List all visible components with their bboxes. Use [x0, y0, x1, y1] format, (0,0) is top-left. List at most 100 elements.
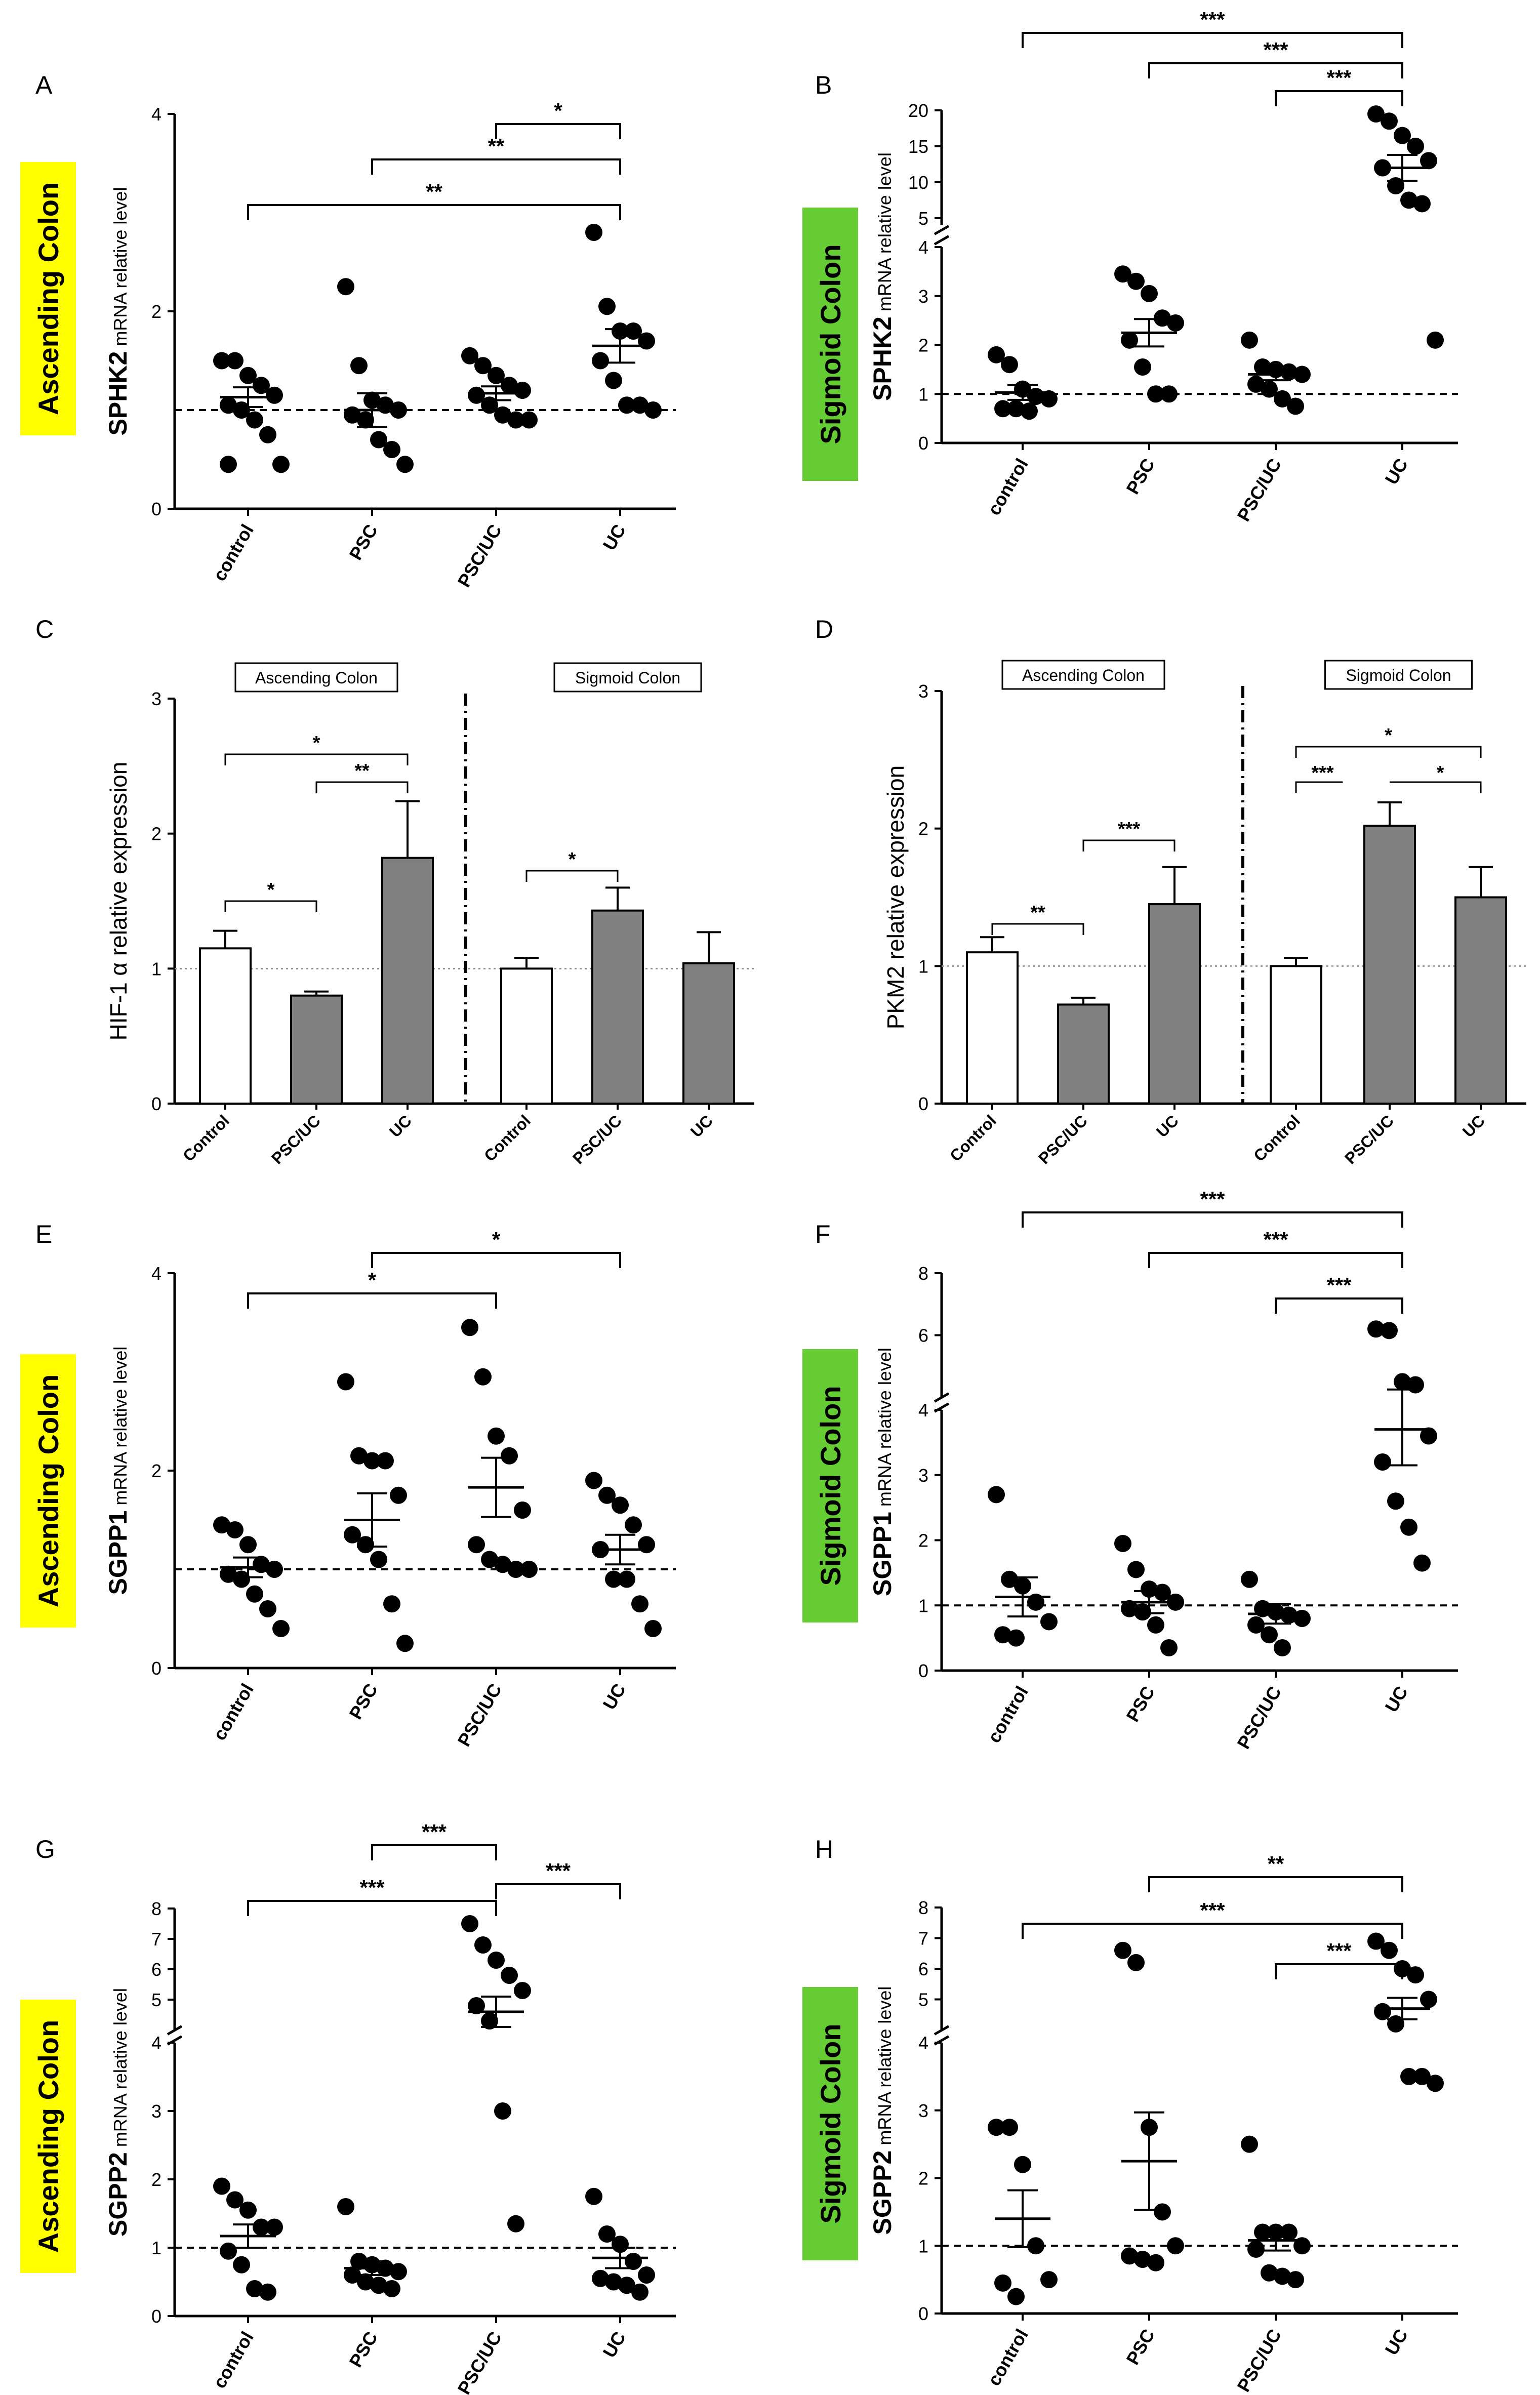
data-point	[259, 426, 276, 443]
data-point	[1387, 1492, 1404, 1510]
x-tick-label: UC	[386, 1111, 415, 1141]
significance-bracket	[1149, 1253, 1402, 1268]
data-point	[272, 1620, 290, 1637]
x-tick-label: UC	[1381, 455, 1412, 489]
data-point	[585, 2188, 602, 2205]
data-point	[383, 2280, 400, 2297]
x-tick-label: PSC/UC	[1341, 1111, 1397, 1167]
data-point	[585, 1472, 602, 1489]
x-tick-label: PSC/UC	[1233, 1683, 1285, 1753]
data-point	[1027, 2237, 1044, 2254]
data-point	[396, 456, 414, 473]
data-point	[494, 2102, 511, 2120]
data-point	[1154, 2203, 1171, 2220]
significance-label: ***	[1326, 1273, 1352, 1297]
data-point	[1127, 273, 1145, 290]
y-axis-label-gene: SGPP2	[868, 2150, 897, 2235]
y-axis-label-text: mRNA relative level	[874, 1348, 895, 1512]
y-tick-label: 2	[918, 335, 928, 356]
y-tick-label: 3	[918, 2100, 928, 2121]
significance-label: *	[368, 1268, 377, 1292]
bar	[1058, 1004, 1109, 1104]
y-tick-label: 1	[918, 2236, 928, 2256]
data-point	[259, 1600, 276, 1617]
y-axis-label-gene: SGPP1	[868, 1512, 897, 1596]
data-point	[259, 2284, 276, 2301]
x-tick-label: UC	[598, 1680, 630, 1714]
x-tick-label: Control	[946, 1111, 1000, 1165]
y-tick-label: 4	[918, 237, 928, 258]
significance-bracket	[1276, 91, 1402, 106]
y-tick-label: 4	[918, 1400, 928, 1420]
data-point	[1127, 1561, 1145, 1578]
x-tick-label: control	[983, 455, 1032, 519]
data-point	[383, 441, 400, 458]
panel-letter: C	[35, 615, 54, 643]
significance-bracket	[248, 1901, 496, 1916]
panel-letter: A	[35, 71, 53, 99]
x-tick-label: PSC/UC	[1035, 1111, 1091, 1167]
y-tick-label: 3	[918, 681, 928, 702]
x-tick-label: Control	[179, 1111, 233, 1165]
data-point	[1280, 2224, 1298, 2241]
y-tick-label: 0	[151, 1093, 161, 1114]
bar	[592, 911, 643, 1104]
y-tick-label: 0	[151, 1658, 161, 1679]
data-point	[474, 1936, 492, 1954]
significance-bracket	[1276, 1964, 1402, 1979]
data-point	[988, 1486, 1005, 1503]
y-axis-label: PKM2 relative expression	[882, 765, 909, 1030]
y-axis-label-text: mRNA relative level	[110, 1988, 131, 2152]
data-point	[1293, 1610, 1311, 1627]
significance-label: ***	[1200, 8, 1225, 31]
significance-label: *	[1437, 762, 1444, 784]
data-point	[1247, 2241, 1265, 2258]
group-header-label: Sigmoid Colon	[1346, 666, 1451, 684]
significance-bracket	[526, 871, 618, 882]
y-tick-label: 15	[908, 136, 928, 157]
significance-label: ***	[1311, 762, 1334, 784]
data-point	[1147, 1616, 1164, 1634]
data-point	[598, 298, 616, 315]
x-tick-label: UC	[1381, 1683, 1412, 1716]
data-point	[501, 1447, 518, 1465]
side-label-text: Sigmoid Colon	[815, 1386, 846, 1586]
y-tick-label: 0	[918, 433, 928, 454]
significance-bracket	[496, 1884, 620, 1899]
bar	[501, 968, 552, 1104]
significance-bracket	[1296, 782, 1343, 793]
x-tick-label: UC	[687, 1111, 716, 1141]
data-point	[1114, 1535, 1131, 1552]
data-point	[520, 1561, 538, 1578]
y-axis-label-text: mRNA relative level	[874, 152, 895, 316]
bar	[683, 963, 734, 1104]
data-point	[474, 1368, 492, 1386]
data-point	[514, 1501, 531, 1519]
data-point	[1381, 1322, 1398, 1339]
data-point	[1241, 2136, 1258, 2153]
y-tick-label: 2	[151, 301, 161, 322]
axis-break-mark	[935, 236, 949, 245]
data-point	[1407, 138, 1424, 155]
x-tick-label: PSC	[345, 2328, 382, 2371]
y-tick-label: 6	[918, 1959, 928, 1979]
data-point	[233, 2256, 250, 2274]
data-point	[461, 1319, 478, 1336]
x-tick-label: PSC	[345, 1680, 382, 1723]
data-point	[1413, 195, 1431, 212]
y-tick-label: 8	[918, 1897, 928, 1918]
y-tick-label: 8	[151, 1898, 161, 1919]
group-header-label: Ascending Colon	[1022, 666, 1145, 684]
data-point	[514, 382, 531, 399]
y-tick-label: 1	[918, 1595, 928, 1616]
panel-letter: D	[815, 615, 833, 643]
x-tick-label: PSC/UC	[453, 1680, 506, 1750]
data-point	[1427, 2075, 1444, 2092]
y-tick-label: 0	[918, 1660, 928, 1681]
data-point	[1374, 2003, 1391, 2020]
data-point	[1001, 2119, 1018, 2136]
significance-label: *	[554, 99, 562, 123]
data-point	[514, 1982, 531, 1999]
y-axis-label-gene: SGPP2	[104, 2152, 132, 2237]
significance-bracket	[372, 1253, 620, 1268]
